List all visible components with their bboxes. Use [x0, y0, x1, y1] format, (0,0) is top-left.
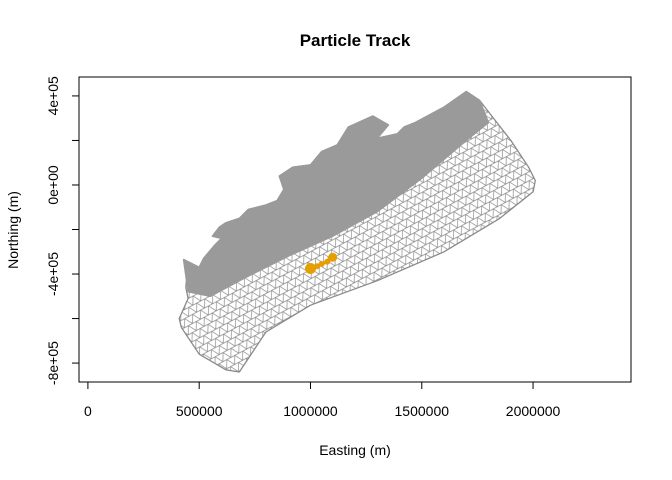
- x-axis: 0 500000 1000000 1500000 2000000: [84, 381, 561, 419]
- mesh-layer: [178, 90, 536, 373]
- x-axis-label: Easting (m): [319, 442, 391, 458]
- track-point: [328, 252, 338, 262]
- x-tick-label: 0: [84, 403, 92, 419]
- mesh-dense-region: [182, 90, 490, 298]
- y-tick-label: -8e+05: [45, 341, 61, 385]
- y-axis-label: Northing (m): [5, 191, 21, 269]
- x-tick-label: 1500000: [395, 403, 450, 419]
- x-tick-label: 500000: [176, 403, 223, 419]
- y-tick-label: 4e+05: [45, 76, 61, 116]
- y-axis: 4e+05 0e+00 -4e+05 -8e+05: [45, 76, 80, 385]
- track-point: [309, 264, 316, 271]
- y-tick-label: -4e+05: [45, 252, 61, 296]
- x-tick-label: 2000000: [506, 403, 561, 419]
- particle-track: [305, 252, 338, 274]
- x-tick-label: 1000000: [283, 403, 338, 419]
- y-tick-label: 0e+00: [45, 165, 61, 205]
- chart-title: Particle Track: [300, 31, 411, 50]
- track-point: [318, 261, 325, 267]
